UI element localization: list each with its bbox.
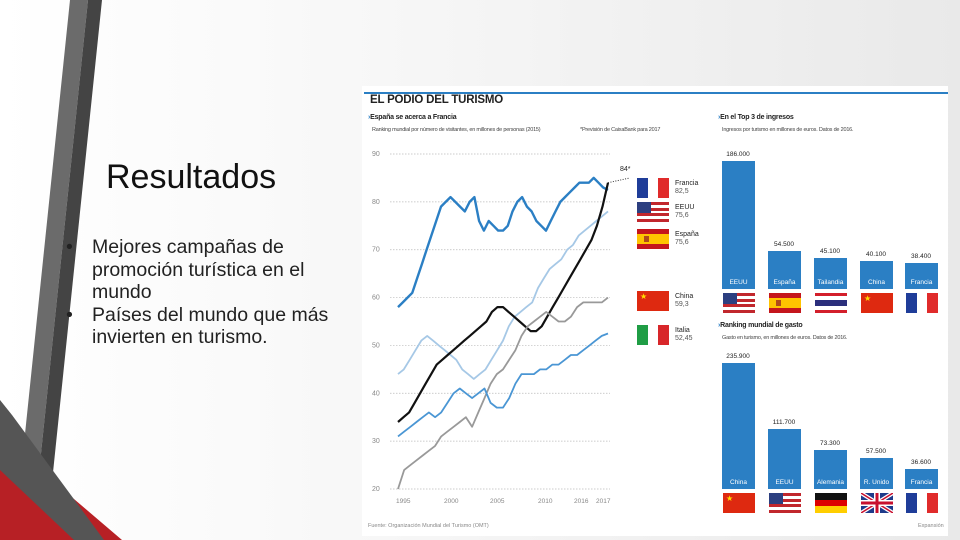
china-flag-icon: ★ xyxy=(637,291,669,311)
bullet-list: Mejores campañas de promoción turística … xyxy=(66,236,366,349)
x-tick-label: 2016 xyxy=(574,498,589,505)
bar-category-label: España xyxy=(773,279,796,286)
income-chart-heading: ›En el Top 3 de ingresos xyxy=(718,114,794,121)
espaa-flag-icon xyxy=(637,229,669,249)
bar-category-label: Francia xyxy=(910,479,933,486)
arrow-icon: › xyxy=(718,322,721,329)
grey-stripe-decoration xyxy=(14,0,88,540)
series-name-label: España xyxy=(675,231,699,238)
series-value-label: 59,3 xyxy=(675,301,689,308)
bar xyxy=(905,469,938,489)
bar xyxy=(768,429,801,489)
series-name-label: China xyxy=(675,293,693,300)
eeuu-flag-icon xyxy=(637,202,669,222)
series-value-label: 82,5 xyxy=(675,188,689,195)
bar-category-label: EEUU xyxy=(729,279,748,286)
line-chart-subheading: Ranking mundial por número de visitantes… xyxy=(372,127,541,133)
x-tick-label: 2010 xyxy=(538,498,553,505)
bullet-item: Mejores campañas de promoción turística … xyxy=(66,236,366,304)
bar-value-label: 111.700 xyxy=(772,419,796,427)
bar xyxy=(905,262,938,289)
bar-value-label: 235.900 xyxy=(726,353,750,360)
francia-flag-icon xyxy=(637,178,669,198)
y-tick-label: 40 xyxy=(372,390,380,397)
bar-value-label: 54.500 xyxy=(774,241,794,249)
bar xyxy=(722,363,755,489)
grey-corner-decoration xyxy=(0,400,104,540)
bar xyxy=(814,257,847,289)
x-tick-label: 1995 xyxy=(396,498,411,505)
income-chart-subheading: Ingresos por turismo en millones de euro… xyxy=(722,127,854,133)
visitors-line-chart: 20 30 40 50 60 70 80 90 1995 2000 2005 2010 2016 2017… xyxy=(372,151,699,505)
y-tick-label: 60 xyxy=(372,295,380,302)
bar-category-label: Francia xyxy=(910,279,933,286)
bullet-item: Países del mundo que más invierten en tu… xyxy=(66,304,366,349)
francia-flag-icon xyxy=(906,493,938,513)
bar-category-label: China xyxy=(730,479,747,486)
y-tick-label: 30 xyxy=(372,438,380,445)
x-tick-label: 2017 xyxy=(596,498,611,505)
series-name-label: Francia xyxy=(675,180,698,187)
spending-chart-heading: ›Ranking mundial de gasto xyxy=(718,322,803,329)
y-tick-label: 80 xyxy=(372,199,380,206)
series-value-label: 75,6 xyxy=(675,212,689,219)
y-tick-label: 50 xyxy=(372,342,380,349)
eeuu-flag-icon xyxy=(723,293,755,313)
bar-category-label: China xyxy=(868,279,885,286)
bar-value-label: 38.400 xyxy=(911,252,931,260)
francia-flag-icon xyxy=(906,293,938,313)
bar-value-label: 36.600 xyxy=(911,459,931,467)
bar xyxy=(814,449,847,489)
bar-category-label: R. Unido xyxy=(863,479,890,486)
series-name-label: EEUU xyxy=(675,204,694,211)
arrow-icon: › xyxy=(368,114,371,121)
bar-value-label: 57.500 xyxy=(866,448,886,456)
projection-line xyxy=(607,177,631,184)
bar xyxy=(768,251,801,289)
bar-category-label: EEUU xyxy=(775,479,794,486)
y-tick-label: 90 xyxy=(372,151,380,158)
tourism-infographic: EL PODIO DEL TURISMO ›España se acerca a… xyxy=(362,86,948,536)
series-line-italia xyxy=(397,332,609,438)
y-tick-label: 20 xyxy=(372,486,380,493)
bar-category-label: Alemania xyxy=(816,479,845,486)
spending-chart-subheading: Gasto en turismo, en millones de euros. … xyxy=(722,335,848,341)
line-chart-heading: ›España se acerca a Francia xyxy=(368,114,457,121)
x-tick-label: 2000 xyxy=(444,498,459,505)
x-tick-label: 2005 xyxy=(490,498,505,505)
series-line-españa xyxy=(397,182,610,423)
title-rule xyxy=(364,92,948,94)
china-flag-icon: ★ xyxy=(723,493,755,513)
slide-title: Resultados xyxy=(106,158,277,196)
infographic-title: EL PODIO DEL TURISMO xyxy=(370,94,503,106)
bar xyxy=(860,458,893,489)
eeuu-flag-icon xyxy=(769,493,801,513)
series-line-china xyxy=(397,296,609,490)
series-line-eeuu xyxy=(397,210,609,380)
bar-value-label: 73.300 xyxy=(820,439,840,447)
source-note: Fuente: Organización Mundial del Turismo… xyxy=(368,523,489,529)
arrow-icon: › xyxy=(718,114,721,121)
series-value-label: 75,6 xyxy=(675,239,689,246)
red-corner-decoration xyxy=(0,420,122,540)
bar xyxy=(722,161,755,289)
italia-flag-icon xyxy=(637,325,669,345)
series-value-label: 52,45 xyxy=(675,335,693,342)
credit-label: Expansión xyxy=(918,523,944,529)
china-flag-icon: ★ xyxy=(861,293,893,313)
bar-value-label: 40.100 xyxy=(866,251,886,259)
bar-category-label: Tailandia xyxy=(817,279,844,286)
bar xyxy=(860,261,893,289)
line-chart-note: *Previsión de CaixaBank para 2017 xyxy=(580,127,661,133)
projection-label: 84* xyxy=(620,166,631,173)
series-name-label: Italia xyxy=(675,327,690,334)
espaa-flag-icon xyxy=(769,293,801,313)
alemania-flag-icon xyxy=(815,493,847,513)
series-line-francia xyxy=(397,176,609,308)
tailandia-flag-icon xyxy=(815,293,847,313)
bar-value-label: 186.000 xyxy=(726,151,750,158)
bar-value-label: 45.100 xyxy=(820,247,840,255)
runido-flag-icon xyxy=(861,493,893,513)
y-tick-label: 70 xyxy=(372,247,380,254)
